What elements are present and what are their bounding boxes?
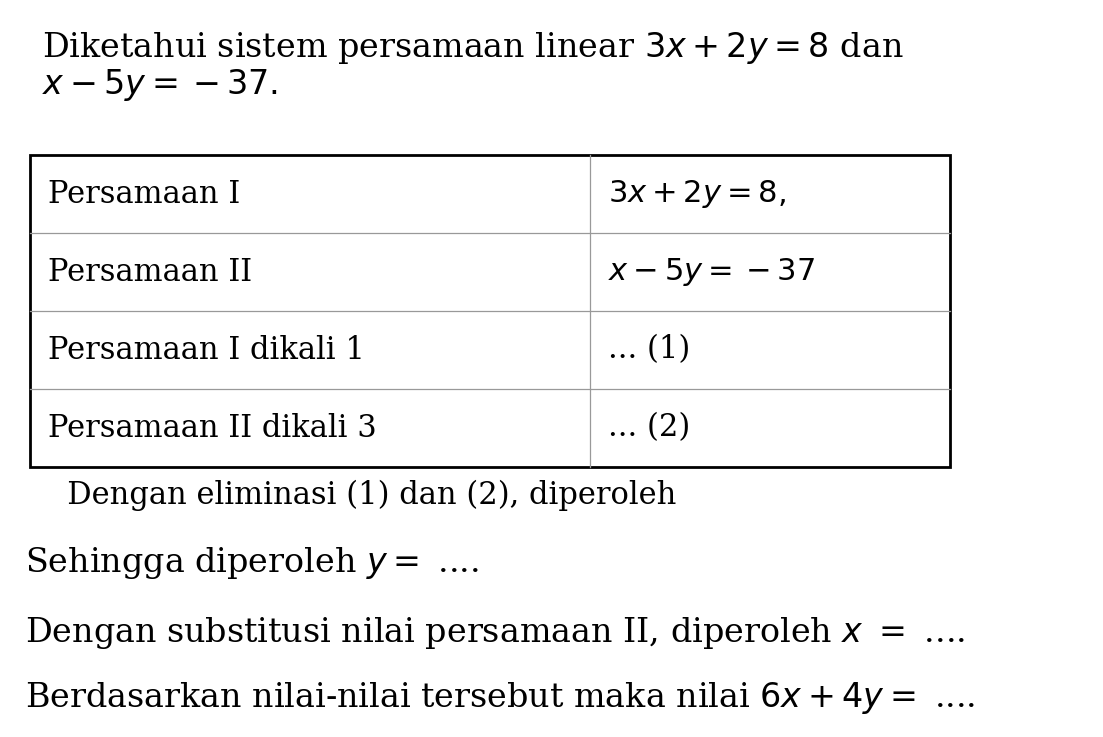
Text: $x - 5y = -37.$: $x - 5y = -37.$ (42, 67, 278, 103)
Text: Persamaan I dikali 1: Persamaan I dikali 1 (49, 335, 365, 366)
Bar (30, 155, 950, 467)
Text: Berdasarkan nilai-nilai tersebut maka nilai $6x + 4y =$ ....: Berdasarkan nilai-nilai tersebut maka ni… (25, 680, 975, 716)
Text: Persamaan I: Persamaan I (49, 178, 240, 209)
Text: Dengan eliminasi (1) dan (2), diperoleh: Dengan eliminasi (1) dan (2), diperoleh (38, 480, 676, 511)
Text: Dengan substitusi nilai persamaan II, diperoleh $x$ $=$ ....: Dengan substitusi nilai persamaan II, di… (25, 615, 965, 651)
Text: Persamaan II dikali 3: Persamaan II dikali 3 (49, 413, 377, 444)
Text: ... (1): ... (1) (608, 335, 690, 366)
Text: Diketahui sistem persamaan linear $3x + 2y = 8$ dan: Diketahui sistem persamaan linear $3x + … (42, 30, 903, 66)
Text: Sehingga diperoleh $y =$ ....: Sehingga diperoleh $y =$ .... (25, 545, 479, 581)
Text: $3x + 2y = 8,$: $3x + 2y = 8,$ (608, 178, 786, 210)
Text: $x - 5y = -37$: $x - 5y = -37$ (608, 256, 815, 288)
Text: Persamaan II: Persamaan II (49, 256, 253, 287)
Text: ... (2): ... (2) (608, 413, 690, 444)
